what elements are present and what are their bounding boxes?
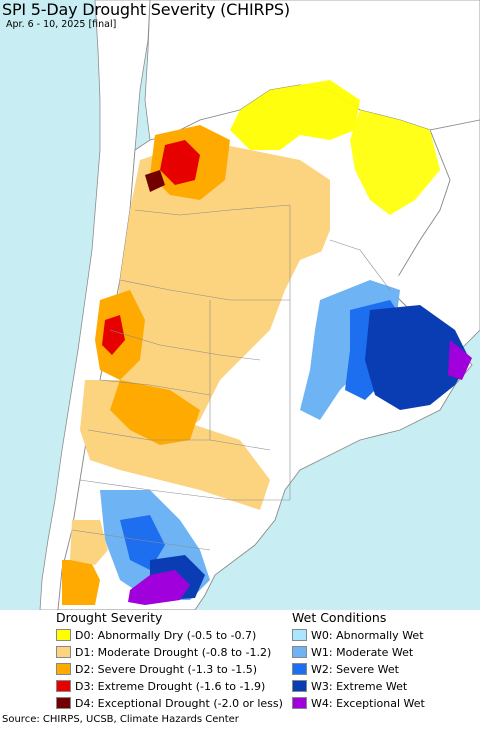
legend-swatch-d2 <box>56 663 71 675</box>
legend-item-d3: D3: Extreme Drought (-1.6 to -1.9) <box>56 678 265 694</box>
legend-label-w4: W4: Exceptional Wet <box>311 696 425 710</box>
legend-swatch-d1 <box>56 646 71 658</box>
legend-swatch-w2 <box>292 663 307 675</box>
legend-label-d2: D2: Severe Drought (-1.3 to -1.5) <box>75 662 258 676</box>
legend-label-w0: W0: Abnormally Wet <box>311 628 424 642</box>
w4-region-east <box>448 340 472 380</box>
source-credit: Source: CHIRPS, UCSB, Climate Hazards Ce… <box>2 714 239 725</box>
d0-region-northeast <box>350 110 440 215</box>
d0-region-north <box>230 80 360 150</box>
legend-item-w4: W4: Exceptional Wet <box>292 695 425 711</box>
legend-item-d0: D0: Abnormally Dry (-0.5 to -0.7) <box>56 627 256 643</box>
w4-region-south <box>128 570 190 605</box>
legend-label-w1: W1: Moderate Wet <box>311 645 414 659</box>
legend-item-w0: W0: Abnormally Wet <box>292 627 424 643</box>
map-title: SPI 5-Day Drought Severity (CHIRPS) <box>2 0 290 19</box>
legend-item-w3: W3: Extreme Wet <box>292 678 407 694</box>
d2-region-south <box>62 560 100 605</box>
legend-swatch-w1 <box>292 646 307 658</box>
legend-swatch-d4 <box>56 697 71 709</box>
d4-region <box>145 170 165 192</box>
d2-region-mid <box>110 380 200 445</box>
drought-map <box>0 0 480 610</box>
legend-label-d3: D3: Extreme Drought (-1.6 to -1.9) <box>75 679 266 693</box>
legend-label-w3: W3: Extreme Wet <box>311 679 408 693</box>
legend-swatch-w0 <box>292 629 307 641</box>
d1-region-central <box>115 140 330 440</box>
legend-item-w1: W1: Moderate Wet <box>292 644 413 660</box>
internal-borders <box>71 204 391 551</box>
legend-item-d4: D4: Exceptional Drought (-2.0 or less) <box>56 695 283 711</box>
legend-label-w2: W2: Severe Wet <box>311 662 399 676</box>
legend-swatch-w3 <box>292 680 307 692</box>
d3-region-north <box>160 140 200 185</box>
legend-label-d4: D4: Exceptional Drought (-2.0 or less) <box>75 696 283 710</box>
w2-region-south <box>120 515 165 570</box>
legend-swatch-d0 <box>56 629 71 641</box>
legend-label-d1: D1: Moderate Drought (-0.8 to -1.2) <box>75 645 272 659</box>
legend-swatch-d3 <box>56 680 71 692</box>
legend-label-d0: D0: Abnormally Dry (-0.5 to -0.7) <box>75 628 257 642</box>
drought-legend-heading: Drought Severity <box>56 610 163 625</box>
legend-item-d2: D2: Severe Drought (-1.3 to -1.5) <box>56 661 257 677</box>
map-subtitle: Apr. 6 - 10, 2025 [final] <box>6 19 117 30</box>
legend-item-d1: D1: Moderate Drought (-0.8 to -1.2) <box>56 644 271 660</box>
legend-item-w2: W2: Severe Wet <box>292 661 399 677</box>
map-area: SPI 5-Day Drought Severity (CHIRPS) Apr.… <box>0 0 480 610</box>
d3-region-west <box>102 315 125 355</box>
wet-legend-heading: Wet Conditions <box>292 610 387 625</box>
legend: Drought Severity Wet Conditions D0: Abno… <box>0 610 480 710</box>
legend-swatch-w4 <box>292 697 307 709</box>
w3-region-uruguay <box>365 305 470 410</box>
